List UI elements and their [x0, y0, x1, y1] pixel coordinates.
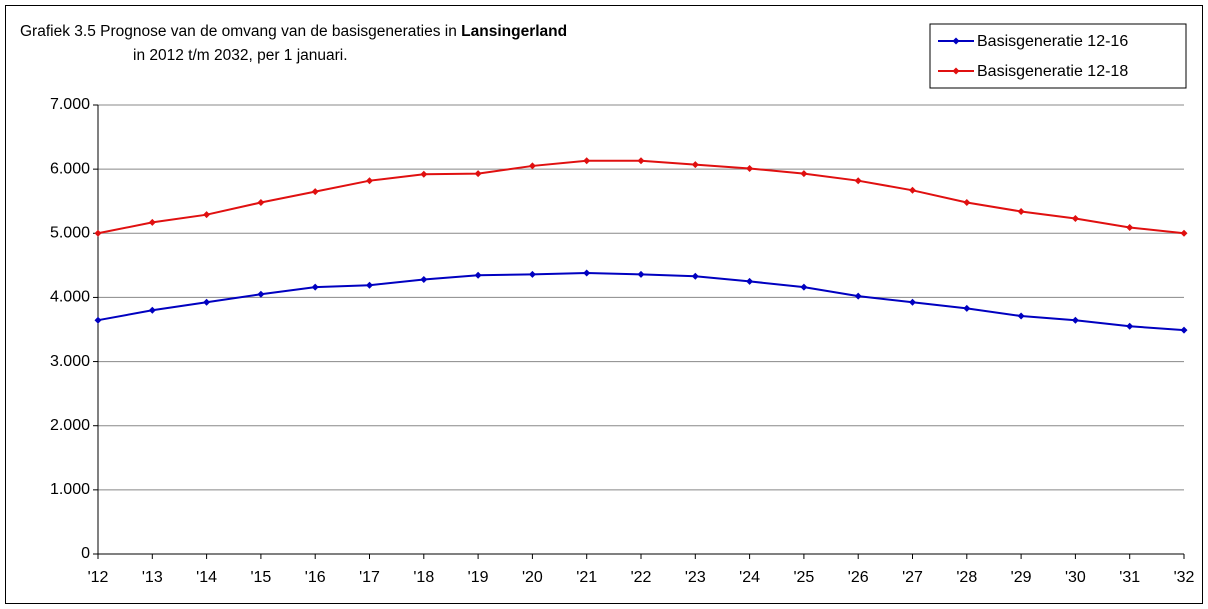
x-tick-label: '31 [1119, 569, 1140, 586]
point [691, 272, 699, 280]
point [203, 211, 211, 219]
point [528, 270, 536, 278]
chart-subtitle: in 2012 t/m 2032, per 1 januari. [133, 47, 348, 64]
point [637, 270, 645, 278]
x-tick-label: '20 [522, 569, 543, 586]
y-tick-label: 6.000 [50, 160, 90, 177]
point [474, 170, 482, 178]
legend-box [929, 23, 1187, 89]
x-tick-label: '17 [359, 569, 380, 586]
point [148, 218, 156, 226]
point [1071, 316, 1079, 324]
point [1071, 215, 1079, 223]
x-tick-label: '30 [1065, 569, 1086, 586]
point [746, 165, 754, 173]
point [637, 157, 645, 165]
title-bold: Lansingerland [461, 23, 567, 40]
point [746, 277, 754, 285]
point [366, 281, 373, 289]
point [420, 170, 428, 178]
x-tick-label: '14 [196, 569, 217, 586]
legend-marker [952, 67, 960, 75]
point [583, 157, 591, 165]
y-tick-label: 5.000 [50, 225, 90, 242]
point [257, 198, 265, 206]
point [1180, 326, 1188, 334]
point [311, 283, 319, 291]
x-tick-label: '19 [468, 569, 489, 586]
x-tick-label: '16 [305, 569, 326, 586]
point [909, 186, 916, 194]
x-tick-label: '18 [413, 569, 434, 586]
point [94, 229, 102, 237]
point [420, 275, 428, 283]
point [257, 290, 265, 298]
point [1126, 224, 1134, 232]
point [366, 177, 373, 185]
legend-label: Basisgeneratie 12-18 [977, 63, 1128, 80]
point [854, 177, 862, 185]
x-tick-label: '15 [250, 569, 271, 586]
y-tick-label: 4.000 [50, 289, 90, 306]
point [1017, 312, 1025, 320]
y-tick-label: 3.000 [50, 353, 90, 370]
point [94, 316, 102, 324]
legend-marker [952, 37, 960, 45]
point [583, 269, 591, 277]
point [311, 188, 319, 196]
x-tick-label: '29 [1011, 569, 1032, 586]
x-tick-label: '12 [88, 569, 109, 586]
x-tick-label: '21 [576, 569, 597, 586]
y-tick-label: 2.000 [50, 417, 90, 434]
x-tick-label: '13 [142, 569, 163, 586]
x-tick-label: '22 [631, 569, 652, 586]
point [691, 161, 699, 169]
title-text: Grafiek 3.5 Prognose van de omvang van d… [20, 23, 457, 40]
point [854, 292, 862, 300]
x-tick-label: '24 [739, 569, 760, 586]
point [963, 304, 971, 312]
point [148, 306, 156, 314]
x-tick-label: '32 [1174, 569, 1195, 586]
point [528, 162, 536, 170]
legend-label: Basisgeneratie 12-16 [977, 33, 1128, 50]
y-tick-label: 1.000 [50, 481, 90, 498]
point [1017, 207, 1025, 215]
chart-title: Grafiek 3.5 Prognose van de omvang van d… [20, 23, 567, 40]
x-tick-label: '27 [902, 569, 923, 586]
point [474, 271, 482, 279]
point [800, 283, 808, 291]
x-tick-label: '26 [848, 569, 869, 586]
x-tick-label: '28 [956, 569, 977, 586]
point [1126, 322, 1134, 330]
point [909, 298, 916, 306]
x-tick-label: '25 [793, 569, 814, 586]
point [800, 170, 808, 178]
y-tick-label: 7.000 [50, 96, 90, 113]
point [1180, 229, 1188, 237]
x-tick-label: '23 [685, 569, 706, 586]
point [203, 298, 211, 306]
point [963, 198, 971, 206]
y-tick-label: 0 [81, 545, 90, 562]
